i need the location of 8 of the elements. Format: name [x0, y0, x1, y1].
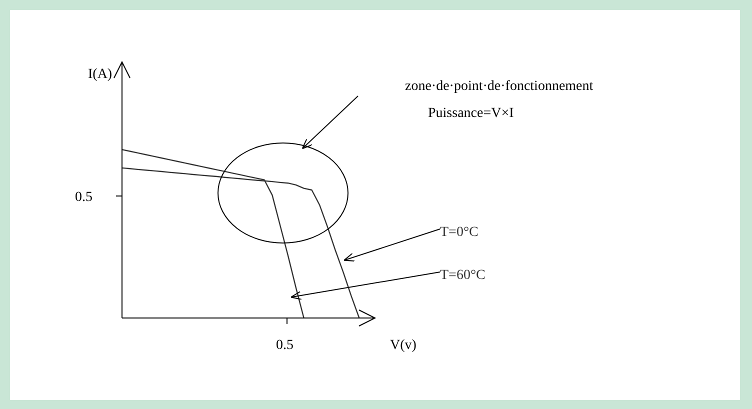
text: T=0°C	[440, 225, 478, 240]
x-axis-title: V(v)	[390, 338, 417, 353]
y-axis-title: I(A)	[88, 67, 112, 82]
text: 0.5	[75, 190, 92, 205]
text: T=60°C	[440, 268, 486, 283]
text: Puissance=V×I	[428, 106, 514, 121]
text: zone·de·point·de·fonctionnement	[405, 79, 594, 94]
text: 0.5	[276, 338, 294, 353]
